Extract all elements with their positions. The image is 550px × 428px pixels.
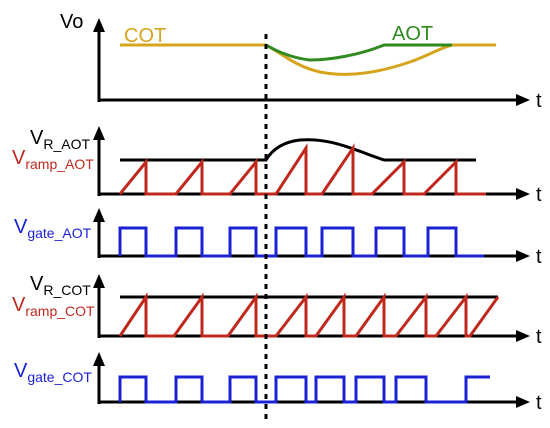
cot-gate-y-arrow	[93, 352, 105, 366]
cot-ramp-y-arrow	[93, 274, 105, 288]
aot-vo-label: AOT	[392, 23, 433, 45]
panel-cot-ramp: t VR_COT Vramp_COT	[12, 273, 542, 348]
aot-ref-sub: R_AOT	[43, 136, 90, 152]
aot-ramp-y-arrow	[93, 126, 105, 140]
aot-gate-x-arrow	[516, 250, 530, 262]
cot-ramp-trace	[118, 292, 500, 338]
aot-ramp-trace	[118, 142, 486, 196]
vo-axis-label: Vo	[60, 11, 83, 33]
cot-vo-label: COT	[124, 25, 166, 47]
cot-gate-sub: gate_COT	[27, 369, 92, 385]
aot-ref-main: V	[30, 127, 44, 149]
aot-ref-label: VR_AOT	[30, 127, 90, 152]
aot-gate-sub: gate_AOT	[27, 225, 91, 241]
cot-gate-x-arrow	[516, 396, 530, 408]
vo-x-arrow	[516, 94, 530, 106]
aot-ramp-x-arrow	[516, 188, 530, 200]
aot-gate-label: Vgate_AOT	[14, 216, 92, 241]
cot-ramp-time-label: t	[536, 326, 542, 348]
aot-gate-trace	[118, 226, 484, 258]
cot-ref-sub: R_COT	[43, 282, 91, 298]
cot-ramp-label: Vramp_COT	[12, 294, 95, 319]
cot-gate-label: Vgate_COT	[14, 360, 92, 385]
cot-gate-trace	[118, 375, 490, 404]
panel-aot-gate: t Vgate_AOT	[14, 208, 542, 268]
aot-ramp-label: Vramp_AOT	[12, 147, 94, 172]
aot-gate-main: V	[14, 216, 28, 238]
panel-vo: Vo t COT AOT	[60, 11, 542, 112]
cot-ref-label: VR_COT	[30, 273, 91, 298]
aot-gate-time-label: t	[536, 246, 542, 268]
cot-gate-time-label: t	[536, 392, 542, 414]
cot-ramp-main: V	[12, 294, 26, 316]
aot-ramp-sub: ramp_AOT	[25, 156, 94, 172]
vo-y-arrow	[93, 18, 105, 32]
cot-ref-main: V	[30, 273, 44, 295]
aot-ramp-time-label: t	[536, 184, 542, 206]
aot-ramp-main: V	[12, 147, 26, 169]
cot-gate-main: V	[14, 360, 28, 382]
vo-time-label: t	[536, 90, 542, 112]
aot-reference-line	[120, 138, 476, 162]
aot-gate-y-arrow	[93, 208, 105, 222]
aot-vo-trace	[265, 43, 452, 62]
cot-ramp-x-arrow	[516, 330, 530, 342]
panel-aot-ramp: t VR_AOT Vramp_AOT	[12, 126, 542, 206]
cot-ramp-sub: ramp_COT	[25, 303, 95, 319]
cot-vo-trace	[120, 43, 496, 76]
panel-cot-gate: t Vgate_COT	[14, 352, 542, 414]
